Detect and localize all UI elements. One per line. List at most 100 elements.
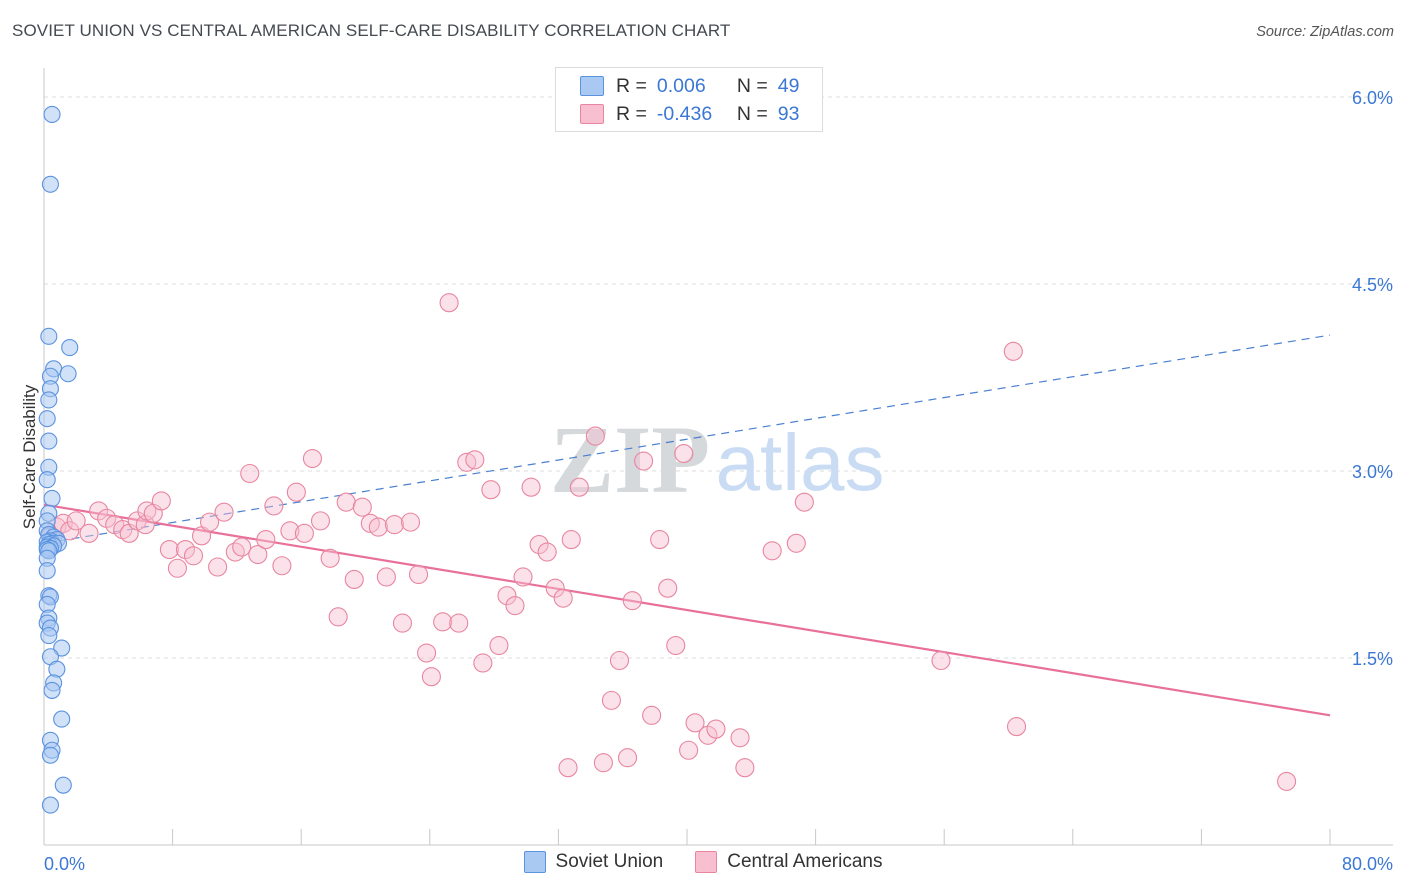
- axes: [43, 68, 1393, 846]
- central-americans-point: [1003, 341, 1023, 361]
- r-label: R =: [616, 102, 647, 125]
- legend-row-central-americans: R = -0.436 N = 93: [556, 100, 799, 128]
- central-americans-point: [601, 690, 621, 710]
- central-americans-point: [642, 705, 662, 725]
- central-americans-point: [433, 612, 453, 632]
- central-americans-point: [794, 492, 814, 512]
- central-americans-points: [40, 293, 1297, 791]
- central-americans-point: [457, 452, 477, 472]
- central-americans-point: [232, 537, 252, 557]
- chart-title: SOVIET UNION VS CENTRAL AMERICAN SELF-CA…: [12, 21, 731, 40]
- central-americans-point: [89, 501, 109, 521]
- legend-item-central-americans: Central Americans: [695, 851, 882, 873]
- soviet-union-point: [40, 327, 58, 345]
- central-americans-swatch: [580, 104, 604, 124]
- grid-lines: [44, 96, 1393, 659]
- central-americans-point: [679, 740, 699, 760]
- central-americans-point: [521, 477, 541, 497]
- central-americans-point: [553, 588, 573, 608]
- central-americans-point: [225, 542, 245, 562]
- n-value: 49: [777, 74, 800, 97]
- central-americans-point: [489, 635, 509, 656]
- central-americans-point: [481, 480, 501, 500]
- soviet-union-point: [38, 562, 56, 580]
- legend-label: Central Americans: [727, 851, 883, 872]
- r-value: 0.006: [656, 74, 706, 97]
- central-americans-point: [384, 515, 404, 535]
- soviet-union-point: [38, 410, 56, 428]
- watermark-zip: ZIP: [550, 406, 710, 513]
- central-americans-point: [473, 653, 493, 673]
- central-americans-point: [113, 520, 133, 540]
- central-americans-point: [256, 530, 276, 550]
- central-americans-point: [328, 607, 348, 627]
- central-americans-point: [658, 578, 678, 598]
- central-americans-point: [569, 477, 589, 497]
- central-americans-point: [286, 482, 306, 502]
- central-americans-point: [368, 517, 388, 537]
- central-americans-point: [622, 591, 642, 611]
- soviet-union-point: [43, 105, 61, 124]
- central-americans-point: [449, 613, 469, 633]
- central-americans-point: [497, 586, 517, 606]
- series-legend: Soviet Union Central Americans: [0, 851, 1406, 873]
- central-americans-point: [561, 530, 581, 550]
- y-axis-label: Self-Care Disability: [20, 384, 39, 529]
- central-americans-point: [465, 450, 485, 470]
- central-americans-point: [505, 596, 525, 616]
- y-tick-label: 1.5%: [1352, 649, 1393, 669]
- central-americans-point: [310, 511, 331, 531]
- tick-labels: 1.5% 3.0% 4.5% 6.0% 0.0% 80.0%: [44, 88, 1393, 874]
- central-americans-point: [60, 521, 80, 541]
- soviet-union-trend-line: [43, 334, 1331, 544]
- central-americans-point: [208, 557, 228, 577]
- soviet-union-point: [40, 627, 58, 645]
- central-americans-point: [786, 533, 806, 553]
- central-americans-point: [167, 558, 187, 578]
- y-tick-label: 6.0%: [1352, 88, 1393, 108]
- central-americans-point: [294, 523, 314, 543]
- soviet-union-points: [38, 105, 79, 814]
- central-americans-point: [240, 463, 260, 484]
- central-americans-point: [730, 728, 750, 748]
- trend-lines: [43, 334, 1331, 717]
- soviet-union-point: [40, 391, 58, 409]
- central-americans-point: [200, 512, 220, 532]
- central-americans-point: [408, 564, 429, 585]
- central-americans-point: [344, 569, 364, 590]
- central-americans-point: [609, 650, 630, 671]
- central-americans-point: [931, 650, 951, 671]
- y-tick-label: 4.5%: [1352, 275, 1393, 295]
- central-americans-point: [272, 556, 292, 576]
- soviet-union-point: [61, 339, 79, 357]
- soviet-union-point: [43, 681, 61, 699]
- central-americans-point: [302, 448, 323, 469]
- soviet-union-point: [53, 710, 71, 728]
- x-tick-label: 80.0%: [1342, 854, 1393, 874]
- source-label: Source: ZipAtlas.com: [1256, 24, 1394, 40]
- central-americans-point: [762, 541, 782, 561]
- soviet-union-point: [41, 796, 59, 814]
- central-americans-point: [336, 492, 356, 512]
- central-americans-point: [1277, 771, 1297, 791]
- central-americans-point: [674, 443, 694, 464]
- y-tick-label: 3.0%: [1352, 462, 1393, 482]
- central-americans-point: [376, 567, 396, 587]
- central-americans-point: [617, 748, 638, 768]
- central-americans-legend-swatch: [695, 851, 718, 873]
- watermark-atlas: atlas: [716, 418, 885, 507]
- central-americans-point: [513, 567, 533, 587]
- soviet-union-point: [41, 746, 59, 764]
- central-americans-point: [545, 578, 565, 598]
- central-americans-point: [529, 535, 549, 555]
- central-americans-point: [417, 643, 437, 663]
- central-americans-point: [558, 758, 578, 778]
- soviet-union-legend-swatch: [523, 851, 546, 873]
- central-americans-point: [79, 523, 99, 543]
- n-label: N =: [736, 74, 768, 97]
- central-americans-point: [151, 491, 171, 511]
- central-americans-point: [666, 635, 686, 656]
- central-americans-point: [400, 512, 421, 532]
- soviet-union-point: [43, 489, 61, 507]
- central-americans-point: [634, 451, 654, 471]
